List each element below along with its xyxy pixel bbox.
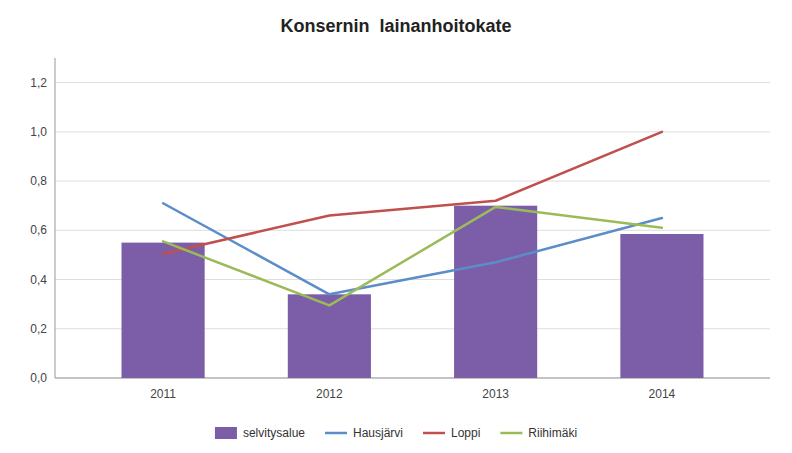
y-tick-label: 0,8 (30, 174, 47, 188)
plot-area (122, 132, 704, 378)
bar (620, 234, 703, 378)
y-tick-label: 1,2 (30, 76, 47, 90)
legend-swatch (500, 432, 522, 435)
y-tick-label: 1,0 (30, 125, 47, 139)
x-tick-label: 2014 (649, 387, 676, 401)
chart-container: Konsernin lainanhoitokate 0,0 0,2 0,4 0,6 0,8… (0, 0, 792, 453)
y-axis: 0,0 0,2 0,4 0,6 0,8 1,0 1,2 (30, 58, 55, 385)
grid (55, 83, 770, 378)
y-axis-line (55, 58, 56, 378)
line (163, 132, 662, 254)
y-tick-label: 0,2 (30, 322, 47, 336)
y-tick-label: 0,0 (30, 371, 47, 385)
legend-label: Riihimäki (528, 426, 577, 440)
legend-item: Hausjärvi (325, 426, 403, 440)
grid-line (55, 82, 770, 83)
legend-item: selvitysalue (215, 426, 305, 440)
legend-label: Loppi (451, 426, 480, 440)
chart-title: Konsernin lainanhoitokate (280, 16, 511, 36)
legend-swatch (423, 432, 445, 435)
y-tick-label: 0,4 (30, 273, 47, 287)
line (163, 207, 662, 305)
legend-label: Hausjärvi (353, 426, 403, 440)
legend-swatch (325, 432, 347, 435)
x-axis: 2011 2012 2013 2014 (150, 387, 675, 401)
chart-svg: Konsernin lainanhoitokate 0,0 0,2 0,4 0,6 0,8… (0, 0, 792, 453)
bar (288, 294, 371, 378)
bar-series (122, 206, 704, 378)
bar (454, 206, 537, 378)
grid-line (55, 181, 770, 182)
bar (122, 243, 205, 378)
legend-label: selvitysalue (243, 426, 305, 440)
line (163, 203, 662, 294)
x-tick-label: 2011 (150, 387, 176, 401)
y-tick-label: 0,6 (30, 223, 47, 237)
legend-swatch (215, 427, 237, 439)
x-tick-label: 2013 (482, 387, 509, 401)
x-tick-label: 2012 (316, 387, 343, 401)
legend: selvitysalue Hausjärvi Loppi Riihimäki (215, 426, 577, 440)
grid-line (55, 230, 770, 231)
legend-item: Loppi (423, 426, 480, 440)
legend-item: Riihimäki (500, 426, 577, 440)
